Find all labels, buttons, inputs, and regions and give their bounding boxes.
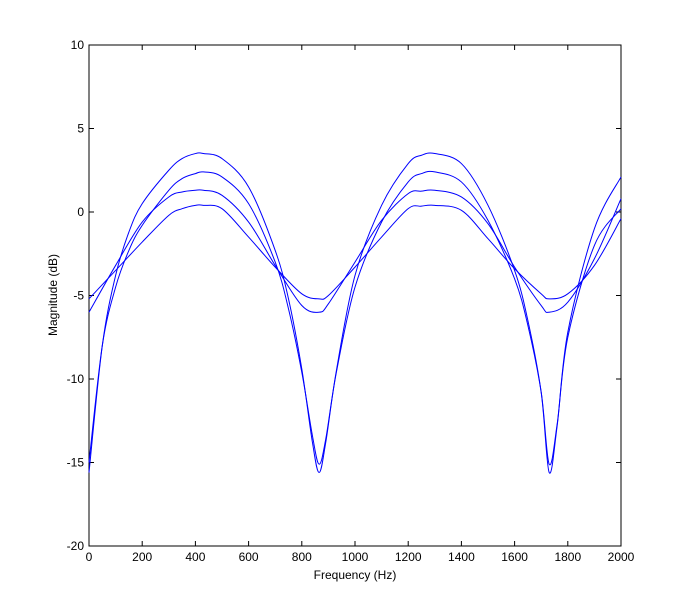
y-tick-label: 0 — [77, 205, 84, 219]
series-line-4 — [88, 152, 622, 474]
series-lines — [88, 152, 622, 474]
series-line-1 — [88, 204, 622, 300]
x-tick-label: 0 — [86, 550, 93, 564]
y-tick-label: -20 — [67, 539, 85, 553]
y-tick-label: -5 — [73, 289, 84, 303]
y-tick-label: 10 — [71, 38, 85, 52]
x-tick-label: 200 — [132, 550, 152, 564]
x-tick-label: 1400 — [448, 550, 475, 564]
x-tick-label: 1000 — [342, 550, 369, 564]
x-tick-label: 1600 — [501, 550, 528, 564]
x-tick-label: 1200 — [395, 550, 422, 564]
series-line-2 — [88, 189, 622, 313]
y-axis-ticks: -20 -15 -10 -5 0 5 10 — [67, 38, 621, 553]
x-tick-label: 2000 — [608, 550, 635, 564]
y-tick-label: -15 — [67, 456, 85, 470]
x-tick-label: 800 — [292, 550, 312, 564]
x-axis-label: Frequency (Hz) — [314, 568, 397, 582]
y-axis-label: Magnitude (dB) — [46, 254, 60, 336]
x-tick-label: 400 — [185, 550, 205, 564]
y-tick-label: 5 — [77, 122, 84, 136]
x-tick-label: 1800 — [554, 550, 581, 564]
x-tick-label: 600 — [239, 550, 259, 564]
x-axis-ticks: 0 200 400 600 800 1000 1200 1400 1600 1800 2000 — [86, 45, 635, 564]
y-tick-label: -10 — [67, 372, 85, 386]
plot-area — [88, 44, 622, 547]
